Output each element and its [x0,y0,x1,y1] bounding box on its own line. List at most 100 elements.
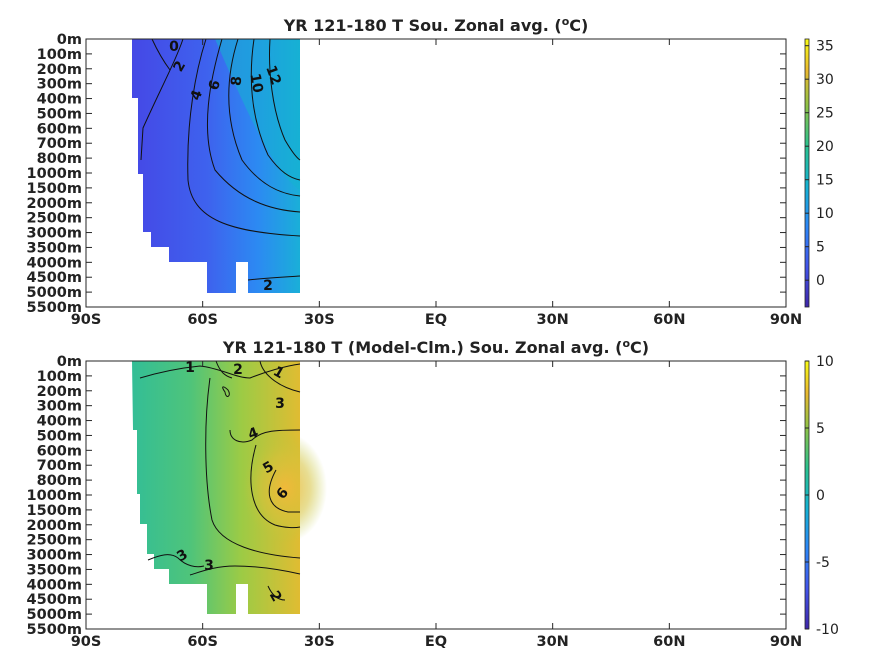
contour-label: 3 [204,558,214,574]
contour-line [268,469,300,513]
y-tick-label: 1500m [27,503,82,519]
x-tick-label: 90N [770,634,802,650]
x-tick-label: 60S [187,634,218,650]
x-axis-bottom: 90S 60S 30S EQ 30N 60N 90N [71,361,802,650]
y-tick-label: 100m [37,369,82,385]
contour-label: 6 [206,78,224,92]
y-axis-bottom: 0m100m200m300m400m500m600m700m800m1000m1… [27,354,786,638]
contour-label: 10 [246,72,265,94]
contour-line [228,38,301,197]
contour-line [206,38,301,213]
contour-label: 8 [229,76,246,87]
colorbar-bottom: 10 5 0 -5 -10 [804,354,839,638]
data-field-bottom [132,361,300,614]
contour-line [269,38,301,161]
y-tick-label: 800m [37,151,82,167]
y-tick-label: 5000m [27,607,82,623]
colorbar-tick-label: -10 [816,622,839,638]
contour-line [267,585,286,601]
contour-line [247,275,301,281]
y-tick-label: 500m [37,106,82,122]
panel-top: YR 121-180 T Sou. Zonal avg. (oC) 0 2 4 … [27,15,834,328]
y-tick-label: 300m [37,399,82,415]
contour-line [215,360,233,379]
contour-line [140,38,184,161]
x-axis-top: 90S 60S 30S EQ 30N 60N 90N [71,39,802,328]
contour-line [229,429,301,443]
colorbar-tick-label: 15 [816,173,834,189]
contour-label: 3 [275,396,285,412]
y-tick-label: 800m [37,473,82,489]
colorbar-tick-label: 0 [816,488,825,504]
contour-line [189,565,301,576]
x-tick-label: 90S [71,634,102,650]
x-tick-label: 30N [537,634,569,650]
contour-label: 2 [233,362,243,378]
contour-line [259,360,301,393]
contour-line [250,444,301,529]
y-tick-label: 0m [57,354,82,370]
y-tick-label: 600m [37,121,82,137]
x-tick-label: 60N [653,634,685,650]
x-tick-label: 30S [304,312,335,328]
x-tick-label: EQ [425,312,447,328]
y-tick-label: 3500m [27,240,82,256]
y-tick-label: 4500m [27,592,82,608]
colorbar-tick-label: -5 [816,555,830,571]
colorbar-tick-label: 35 [816,39,834,55]
y-tick-label: 2500m [27,211,82,227]
colorbar-tick-label: 20 [816,139,834,155]
colorbar-tick-label: 5 [816,421,825,437]
warm-upper-layer-top [215,39,300,190]
x-tick-label: EQ [425,634,447,650]
y-tick-label: 500m [37,428,82,444]
y-tick-label: 3000m [27,548,82,564]
colorbar-tick-label: 0 [816,273,825,289]
chart-title-top: YR 121-180 T Sou. Zonal avg. (oC) [283,15,589,35]
panel-bottom: YR 121-180 T (Model-Clm.) Sou. Zonal avg… [27,337,839,650]
y-tick-label: 3000m [27,226,82,242]
x-tick-label: 90S [71,312,102,328]
contour-label: 1 [185,360,195,376]
contour-labels-top: 0 2 4 6 8 10 12 2 [169,39,284,294]
colorbar-tick-label: 10 [816,354,834,370]
colorbar-tick-label: 10 [816,206,834,222]
y-tick-label: 200m [37,384,82,400]
colorbar-ticks-bottom: 10 5 0 -5 -10 [805,354,839,638]
contours-bottom [139,360,301,601]
x-tick-label: 60N [653,312,685,328]
y-axis-top: 0m100m200m300m400m500m600m700m800m1000m1… [27,32,786,316]
y-tick-label: 1000m [27,166,82,182]
x-tick-label: 30N [537,312,569,328]
colorbar-tick-label: 30 [816,72,834,88]
x-tick-label: 60S [187,312,218,328]
y-tick-label: 600m [37,443,82,459]
contour-line [222,386,230,397]
y-tick-label: 200m [37,62,82,78]
y-tick-label: 5000m [27,285,82,301]
y-tick-label: 400m [37,92,82,108]
contour-label: 2 [263,278,273,294]
colorbar-bar-top [804,38,810,308]
y-tick-label: 4500m [27,270,82,286]
contour-line [250,38,301,181]
y-tick-label: 300m [37,77,82,93]
colorbar-tick-label: 25 [816,106,834,122]
contour-line [147,554,205,568]
y-tick-label: 3500m [27,562,82,578]
contour-label: 12 [262,63,284,87]
warm-anomaly-core [243,433,327,543]
y-tick-label: 2000m [27,518,82,534]
contour-line [139,363,301,379]
contour-line [205,377,301,559]
x-tick-label: 90N [770,312,802,328]
colorbar-top: 35 30 25 20 15 10 5 0 [804,38,834,308]
contour-line [151,38,171,71]
y-tick-label: 700m [37,136,82,152]
x-tick-label: 30S [304,634,335,650]
y-tick-label: 2000m [27,196,82,212]
y-tick-label: 700m [37,458,82,474]
y-tick-label: 4000m [27,577,82,593]
colorbar-tick-label: 5 [816,240,825,256]
